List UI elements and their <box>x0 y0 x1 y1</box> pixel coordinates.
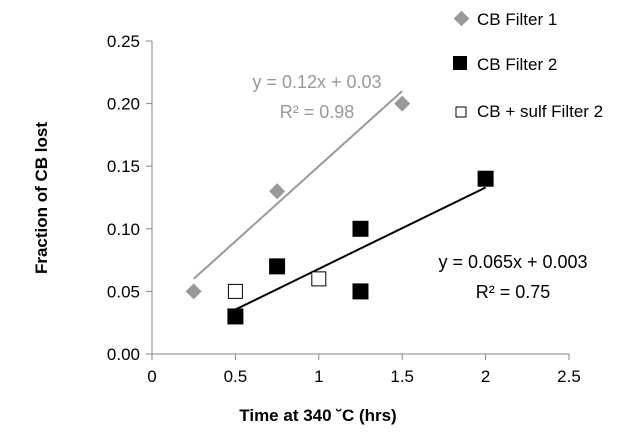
data-point-open-square <box>311 271 327 287</box>
data-point-diamond <box>269 183 286 200</box>
trendline-2 <box>234 186 487 311</box>
y-tick-label: 0.15 <box>107 157 140 176</box>
y-tick-label: 0.10 <box>107 220 140 239</box>
x-tick-label: 2.5 <box>557 367 581 386</box>
axes: 0.00 0.05 0.10 0.15 0.20 0.25 0 0.5 1 1.5 2 2.5 <box>107 32 581 386</box>
legend: CB Filter 1 CB Filter 2 CB + sulf Filter… <box>453 10 603 121</box>
x-axis-title: Time at 340 ˘C (hrs) <box>239 406 396 425</box>
trendlines <box>193 90 487 311</box>
x-tick-label: 0.5 <box>224 367 248 386</box>
legend-marker-filled-square <box>453 56 467 70</box>
data-point-open-square <box>227 283 243 299</box>
legend-marker-open-square <box>455 106 467 118</box>
y-axis-title: Fraction of CB lost <box>32 122 51 274</box>
legend-item-cb-sulf-filter-2: CB + sulf Filter 2 <box>455 102 603 121</box>
data-points <box>185 95 494 325</box>
trendline-2-r2: R² = 0.75 <box>476 282 551 302</box>
y-tick-label: 0.00 <box>107 345 140 364</box>
legend-label: CB Filter 2 <box>477 55 557 74</box>
data-point-filled-square <box>352 283 369 300</box>
trendline-2-equation: y = 0.065x + 0.003 <box>438 252 587 272</box>
data-point-filled-square <box>227 308 244 325</box>
data-point-filled-square <box>269 258 286 275</box>
y-tick-label: 0.05 <box>107 282 140 301</box>
data-point-filled-square <box>477 170 494 187</box>
data-point-diamond <box>185 283 202 300</box>
trendline-1-equation: y = 0.12x + 0.03 <box>252 72 381 92</box>
legend-marker-diamond <box>453 10 470 27</box>
legend-label: CB Filter 1 <box>477 10 557 29</box>
legend-item-cb-filter-2: CB Filter 2 <box>453 55 557 74</box>
x-tick-label: 2 <box>481 367 490 386</box>
y-tick-label: 0.25 <box>107 32 140 51</box>
x-tick-label: 0 <box>147 367 156 386</box>
data-point-filled-square <box>352 220 369 237</box>
x-tick-label: 1.5 <box>390 367 414 386</box>
y-tick-label: 0.20 <box>107 95 140 114</box>
data-point-diamond <box>394 95 411 112</box>
trendline-1 <box>193 90 403 280</box>
trendline-1-r2: R² = 0.98 <box>280 102 355 122</box>
x-tick-label: 1 <box>314 367 323 386</box>
legend-item-cb-filter-1: CB Filter 1 <box>453 10 557 29</box>
legend-label: CB + sulf Filter 2 <box>477 102 603 121</box>
